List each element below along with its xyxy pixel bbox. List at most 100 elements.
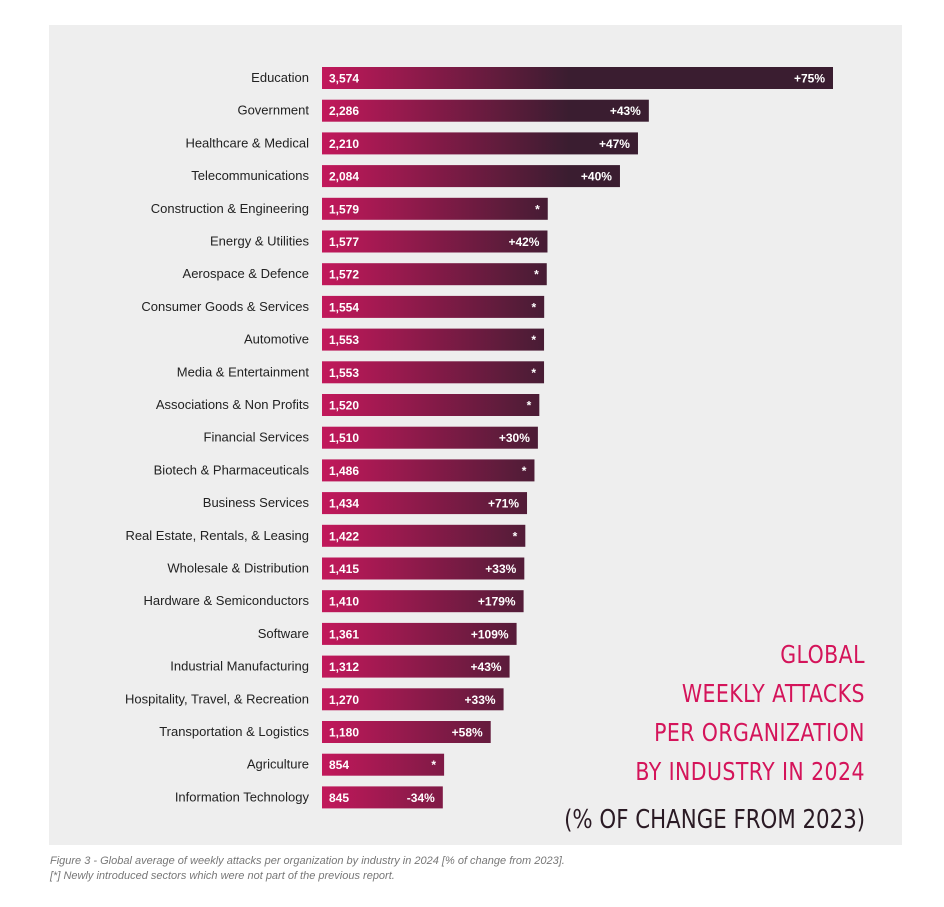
change-label: * xyxy=(513,529,518,543)
title-line: GLOBAL xyxy=(780,640,865,669)
category-label: Wholesale & Distribution xyxy=(167,561,309,576)
bar xyxy=(322,197,548,220)
category-label: Biotech & Pharmaceuticals xyxy=(154,462,310,477)
change-label: +58% xyxy=(452,726,483,740)
caption-line: Figure 3 - Global average of weekly atta… xyxy=(50,855,565,867)
change-label: +71% xyxy=(488,497,519,511)
bar xyxy=(322,426,538,449)
change-label: +43% xyxy=(471,660,502,674)
change-label: +33% xyxy=(485,562,516,576)
bar xyxy=(322,590,524,613)
category-label: Automotive xyxy=(244,332,309,347)
change-label: +43% xyxy=(610,104,641,118)
value-label: 1,180 xyxy=(329,726,359,740)
category-label: Transportation & Logistics xyxy=(159,724,309,739)
category-label: Education xyxy=(251,70,309,85)
category-label: Financial Services xyxy=(204,430,310,445)
value-label: 845 xyxy=(329,791,349,805)
value-label: 1,520 xyxy=(329,399,359,413)
change-label: -34% xyxy=(407,791,435,805)
change-label: +33% xyxy=(465,693,496,707)
value-label: 1,410 xyxy=(329,595,359,609)
value-label: 2,084 xyxy=(329,170,359,184)
bar xyxy=(322,361,545,384)
change-label: +179% xyxy=(478,595,516,609)
change-label: * xyxy=(531,333,536,347)
change-label: +42% xyxy=(508,235,539,249)
bar xyxy=(322,655,510,678)
value-label: 1,553 xyxy=(329,366,359,380)
value-label: 2,210 xyxy=(329,137,359,151)
value-label: 1,486 xyxy=(329,464,359,478)
bar xyxy=(322,295,545,318)
bar xyxy=(322,263,547,286)
value-label: 1,422 xyxy=(329,529,359,543)
figure-caption: Figure 3 - Global average of weekly atta… xyxy=(50,854,565,884)
value-label: 2,286 xyxy=(329,104,359,118)
bar xyxy=(322,753,445,776)
change-label: * xyxy=(532,300,537,314)
value-label: 1,554 xyxy=(329,300,359,314)
bar xyxy=(322,99,649,122)
category-label: Healthcare & Medical xyxy=(185,135,309,150)
category-label: Hospitality, Travel, & Recreation xyxy=(125,691,309,706)
category-label: Government xyxy=(237,103,309,118)
bar xyxy=(322,459,535,482)
category-label: Software xyxy=(258,626,309,641)
change-label: +40% xyxy=(581,170,612,184)
bar xyxy=(322,132,638,155)
chart-panel: Education 3,574 +75% Government 2,286 +43% Hea… xyxy=(49,25,902,845)
title-line: PER ORGANIZATION xyxy=(654,718,865,747)
value-label: 1,577 xyxy=(329,235,359,249)
change-label: * xyxy=(522,464,527,478)
category-label: Construction & Engineering xyxy=(151,201,309,216)
value-label: 1,361 xyxy=(329,627,359,641)
value-label: 1,579 xyxy=(329,202,359,216)
bar xyxy=(322,688,504,711)
category-label: Real Estate, Rentals, & Leasing xyxy=(125,528,309,543)
bar xyxy=(322,721,491,743)
category-label: Telecommunications xyxy=(191,168,309,183)
change-label: +47% xyxy=(599,137,630,151)
category-label: Business Services xyxy=(203,495,310,510)
change-label: +109% xyxy=(471,627,509,641)
change-label: * xyxy=(431,758,436,772)
change-label: +75% xyxy=(794,72,825,86)
bar xyxy=(322,524,526,547)
bar-chart: Education 3,574 +75% Government 2,286 +43% Hea… xyxy=(125,67,833,809)
bar xyxy=(322,492,528,515)
category-label: Media & Entertainment xyxy=(177,364,310,379)
bar xyxy=(322,394,540,416)
value-label: 1,415 xyxy=(329,562,359,576)
value-label: 1,510 xyxy=(329,431,359,445)
change-label: * xyxy=(534,268,539,282)
change-label: * xyxy=(527,399,532,413)
change-label: * xyxy=(535,202,540,216)
value-label: 1,434 xyxy=(329,497,359,511)
change-label: +30% xyxy=(499,431,530,445)
category-label: Consumer Goods & Services xyxy=(141,299,309,314)
bar xyxy=(322,165,620,188)
category-label: Hardware & Semiconductors xyxy=(144,593,310,608)
title-line: BY INDUSTRY IN 2024 xyxy=(635,757,865,786)
category-label: Agriculture xyxy=(247,757,309,772)
category-label: Aerospace & Defence xyxy=(183,266,309,281)
change-label: * xyxy=(531,366,536,380)
bar xyxy=(322,557,525,580)
bar xyxy=(322,230,548,253)
bar xyxy=(322,328,545,351)
category-label: Energy & Utilities xyxy=(210,234,309,249)
bar xyxy=(322,67,833,89)
bar xyxy=(322,786,443,809)
category-label: Information Technology xyxy=(175,789,310,804)
bar xyxy=(322,622,517,645)
value-label: 3,574 xyxy=(329,72,359,86)
value-label: 854 xyxy=(329,758,349,772)
value-label: 1,312 xyxy=(329,660,359,674)
category-label: Industrial Manufacturing xyxy=(170,659,309,674)
category-label: Associations & Non Profits xyxy=(156,397,310,412)
value-label: 1,553 xyxy=(329,333,359,347)
title-line: WEEKLY ATTACKS xyxy=(681,679,865,708)
value-label: 1,270 xyxy=(329,693,359,707)
chart-title: GLOBAL WEEKLY ATTACKS PER ORGANIZATION B… xyxy=(635,635,865,791)
